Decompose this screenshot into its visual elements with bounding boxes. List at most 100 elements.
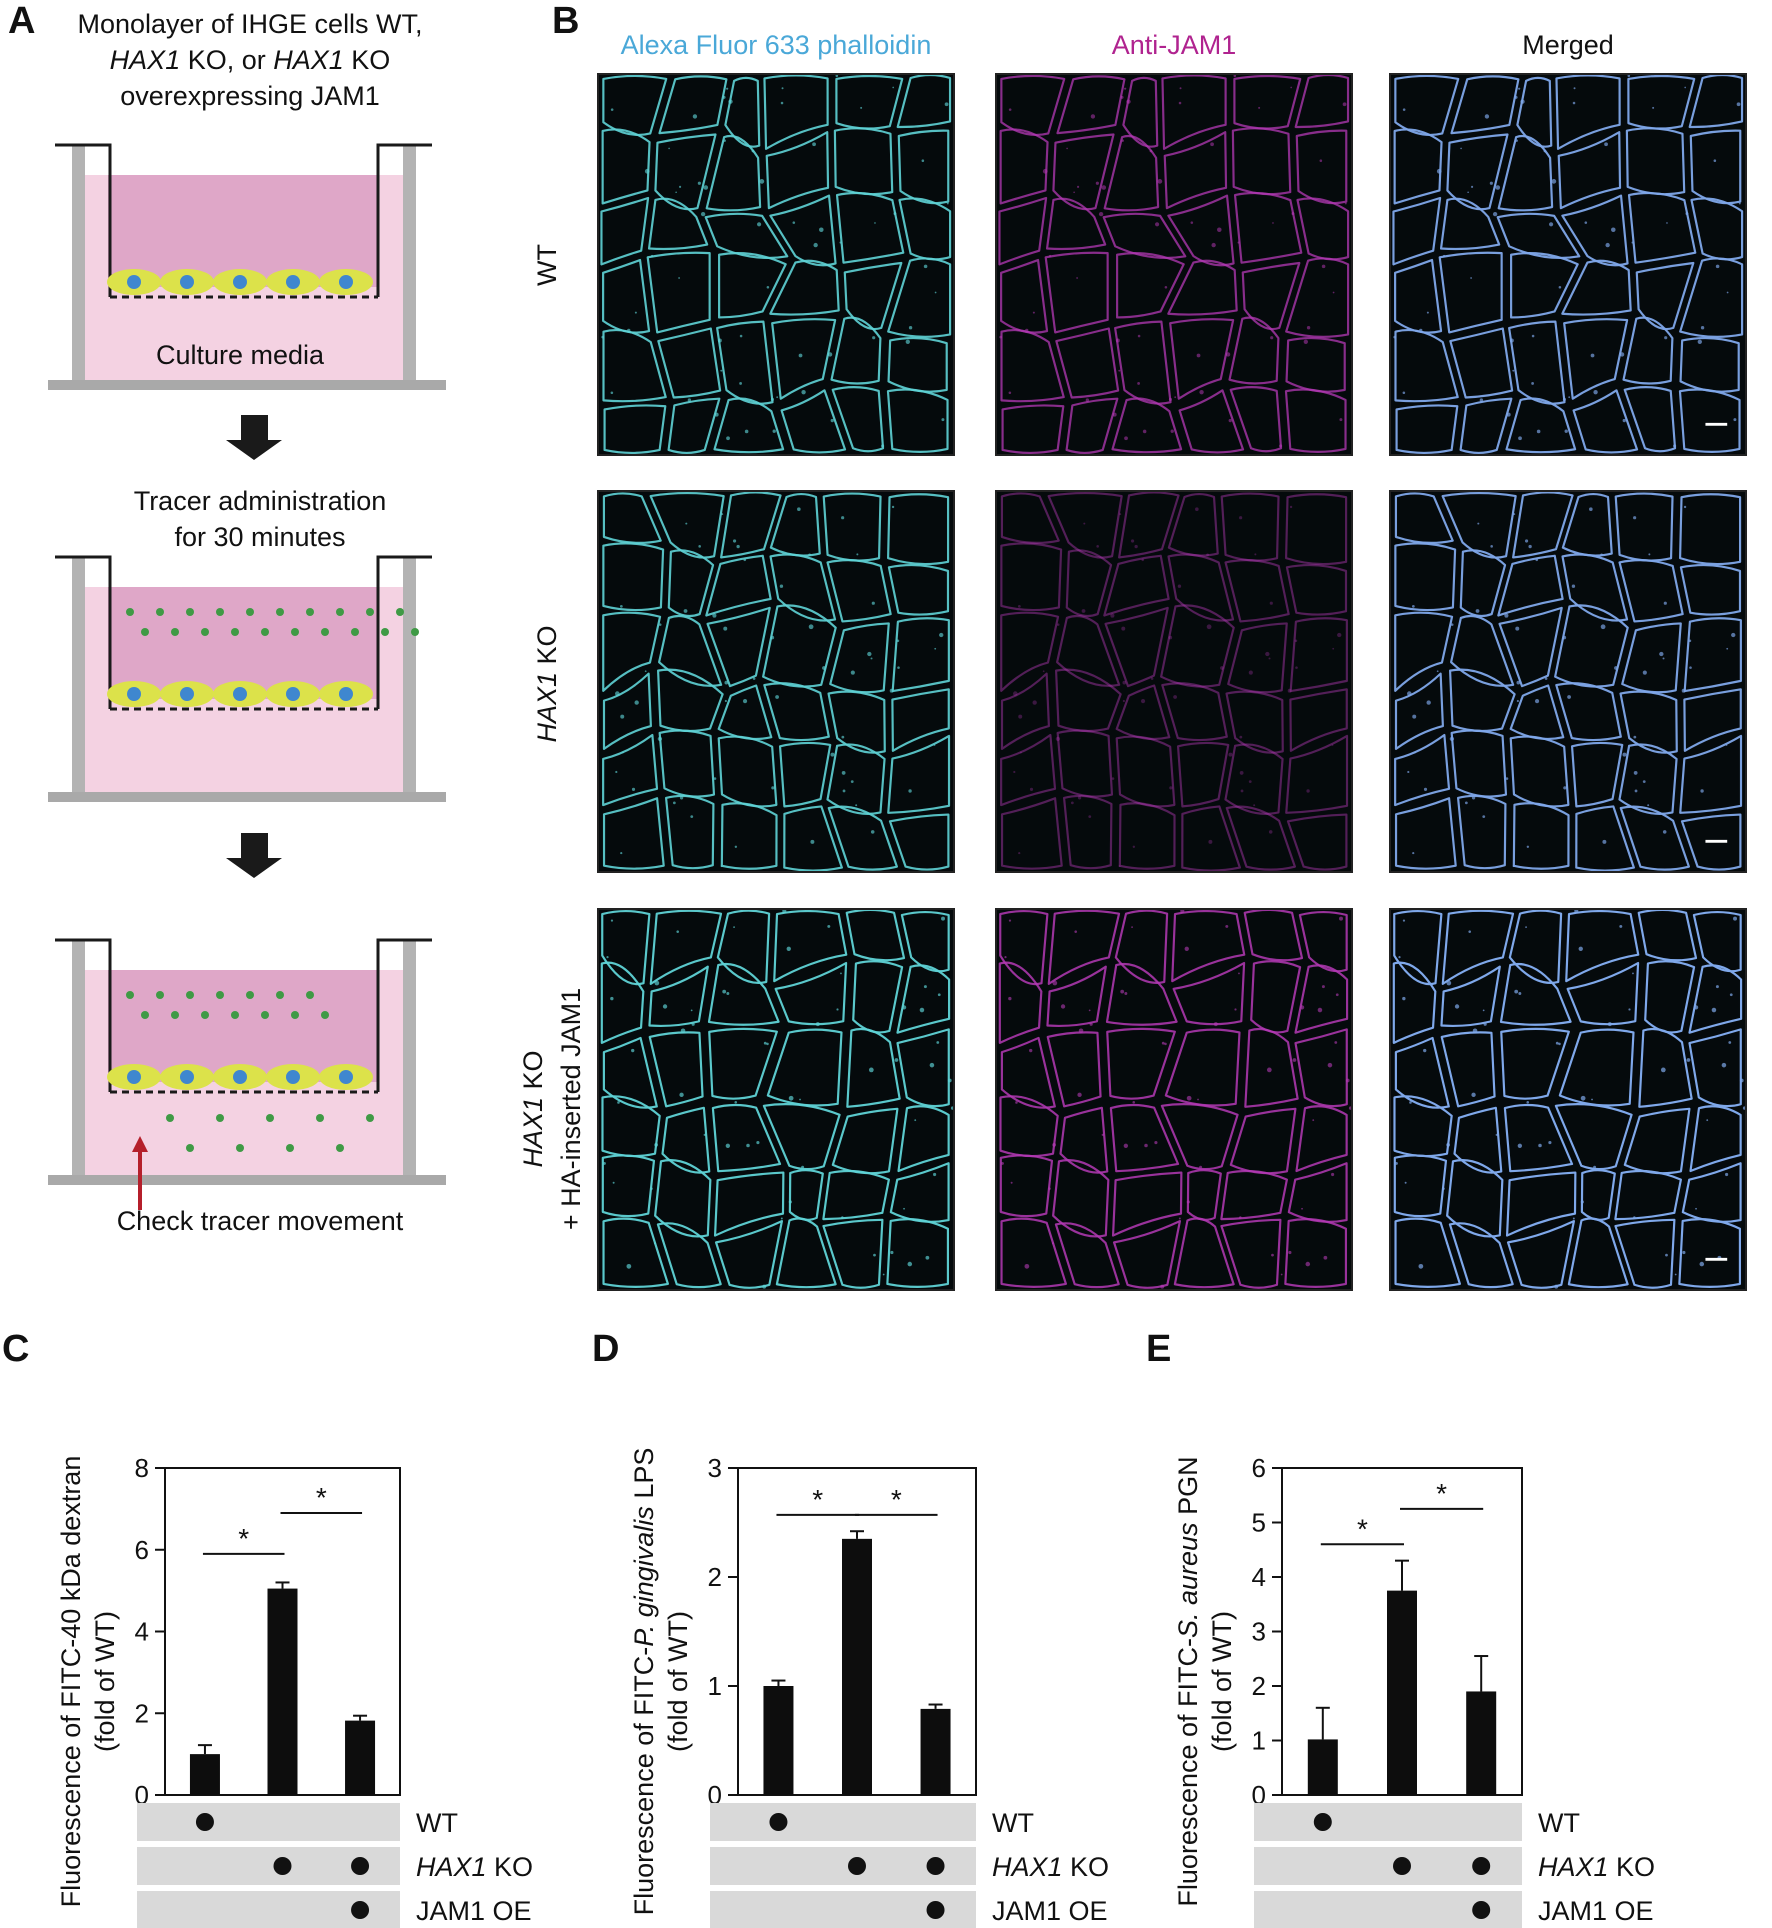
cell-membrane (1572, 389, 1639, 454)
cell-membrane (658, 729, 716, 798)
cell-membrane (1233, 75, 1302, 130)
cell-membrane (1623, 1107, 1691, 1175)
cell-membrane (1000, 542, 1063, 612)
cell-membrane (1450, 614, 1515, 687)
cell-membrane (999, 910, 1049, 986)
cell-membrane (783, 805, 843, 871)
cell-membrane (1441, 910, 1515, 985)
chart-e-ytick-label: 0 (1252, 1780, 1266, 1810)
apical-media-fill (108, 970, 378, 1082)
cell-membrane (649, 492, 725, 559)
tracer-dot (216, 1114, 224, 1122)
tracer-dot (231, 1011, 239, 1019)
cell-nucleus (233, 687, 247, 701)
cell-membrane (647, 197, 709, 251)
cell-membrane (1109, 1103, 1180, 1173)
cell-membrane (1103, 554, 1170, 617)
tracer-dot (141, 1011, 149, 1019)
cell-membrane (1224, 743, 1284, 815)
chart-d-condition-label-2: JAM1 OE (992, 1896, 1108, 1926)
intro-line-1: Monolayer of IHGE cells WT, (77, 9, 423, 39)
cell-membrane (1000, 492, 1060, 544)
chart-d-fitc-lps: 0 1 2 3 Fluorescence of FITC-P. gingivalis L… (629, 1448, 1109, 1928)
tracer-dot (156, 608, 164, 616)
micrograph-hax1-ko-merged (1389, 490, 1747, 873)
cell-membrane (1160, 1103, 1239, 1171)
cell-membrane (1225, 805, 1296, 871)
cell-membrane (1448, 1222, 1514, 1289)
cell-membrane (1171, 910, 1246, 983)
cell-membrane (1284, 388, 1347, 453)
cell-membrane (765, 131, 830, 210)
cell-membrane (1689, 129, 1742, 205)
chart-c-ytick-label: 2 (135, 1698, 149, 1728)
cell-membrane (1169, 318, 1235, 400)
tracer-dot (246, 991, 254, 999)
cell-membrane (1614, 1218, 1676, 1289)
cell-membrane (775, 1217, 837, 1289)
insert-wall-left (72, 557, 85, 792)
chart-d-significance-star-1: * (891, 1484, 902, 1515)
micrograph-wt-merged (1389, 73, 1747, 456)
chart-e-ylabel: (fold of WT) (1207, 1611, 1237, 1752)
cell-membrane (769, 259, 840, 316)
chart-d-bar-0 (763, 1686, 794, 1795)
cell-membrane (1000, 797, 1063, 870)
chart-e-significance-star-1: * (1436, 1478, 1447, 1509)
cell-membrane (1294, 75, 1350, 129)
cell-membrane (1000, 733, 1057, 807)
cell-membrane (1575, 805, 1635, 871)
cell-membrane (763, 682, 830, 742)
cell-membrane (1459, 397, 1513, 454)
cell-membrane (1056, 614, 1121, 687)
cell-membrane (602, 797, 665, 870)
cell-membrane (1450, 75, 1520, 135)
cell-membrane (822, 1169, 890, 1221)
cell-membrane (713, 1171, 785, 1237)
chart-e-bar-1 (1387, 1590, 1417, 1795)
chart-d-condition-label-0: WT (992, 1808, 1034, 1838)
cell-membrane (601, 128, 651, 205)
cell-membrane (1395, 404, 1459, 454)
chart-e-ytick-label: 6 (1252, 1453, 1266, 1483)
cell-membrane (1116, 252, 1185, 319)
cell-membrane (1294, 964, 1349, 1034)
cell-membrane (822, 492, 882, 562)
tracer-dot (336, 1144, 344, 1152)
chart-c-significance-star-1: * (316, 1482, 327, 1513)
cell-membrane (1441, 492, 1517, 559)
cell-membrane (1167, 553, 1235, 622)
cell-nucleus (339, 687, 353, 701)
chart-d-ytick-label: 3 (708, 1453, 722, 1483)
chart-c-condition-dot (351, 1857, 370, 1875)
cell-membrane (1561, 492, 1613, 557)
cell-membrane (1118, 492, 1180, 559)
cell-membrane (602, 492, 662, 544)
cell-membrane (667, 549, 715, 618)
cell-membrane (1683, 617, 1742, 693)
panel-a-intro: Monolayer of IHGE cells WT, HAX1 KO, or … (50, 6, 450, 114)
cell-membrane (1220, 1218, 1282, 1289)
cell-membrane (711, 1103, 782, 1173)
cell-membrane (1394, 75, 1460, 137)
cell-membrane (886, 388, 949, 453)
cell-membrane (999, 128, 1049, 205)
cell-membrane (771, 318, 837, 400)
chart-d-bar-2 (920, 1708, 951, 1795)
red-arrow-icon (132, 1136, 148, 1152)
chart-c-condition-dot (273, 1857, 292, 1875)
cell-membrane (1554, 604, 1629, 688)
tracer-dot (186, 1144, 194, 1152)
chart-e-condition-label-2: JAM1 OE (1538, 1896, 1654, 1926)
cell-membrane (1105, 963, 1178, 1026)
cell-membrane (1228, 316, 1280, 385)
cell-membrane (1052, 1159, 1110, 1238)
cell-membrane (656, 1222, 722, 1289)
cell-membrane (1614, 1169, 1682, 1221)
cell-membrane (1167, 194, 1235, 267)
cell-membrane (1103, 135, 1160, 212)
cell-membrane (1224, 559, 1290, 623)
cell-membrane (649, 910, 723, 985)
plate-base (48, 1175, 446, 1185)
chart-d-ytick-label: 2 (708, 1562, 722, 1592)
